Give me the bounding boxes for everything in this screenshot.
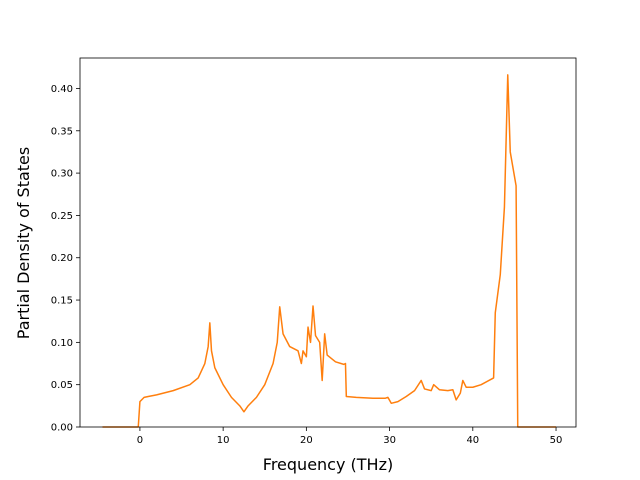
x-axis-label: Frequency (THz) <box>263 455 393 474</box>
data-line <box>102 74 557 428</box>
x-tick-label: 40 <box>466 435 479 446</box>
y-tick-label: 0.15 <box>51 296 73 307</box>
y-axis-label: Partial Density of States <box>14 147 33 339</box>
y-tick-label: 0.30 <box>51 169 73 180</box>
x-tick-label: 30 <box>383 435 396 446</box>
plot-frame <box>79 57 577 428</box>
y-tick-label: 0.35 <box>51 126 73 137</box>
y-tick-label: 0.00 <box>51 423 73 434</box>
x-tick-label: 20 <box>300 435 313 446</box>
y-tick-label: 0.05 <box>51 380 73 391</box>
x-tick-label: 0 <box>137 435 143 446</box>
x-tick-label: 10 <box>217 435 230 446</box>
y-tick-label: 0.10 <box>51 338 73 349</box>
y-tick-label: 0.40 <box>51 84 73 95</box>
y-tick-label: 0.25 <box>51 211 73 222</box>
y-tick-label: 0.20 <box>51 253 73 264</box>
x-tick-label: 50 <box>550 435 563 446</box>
